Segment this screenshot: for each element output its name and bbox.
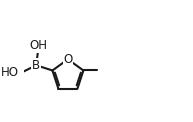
Text: B: B — [32, 59, 40, 72]
Text: OH: OH — [29, 40, 47, 52]
Text: O: O — [63, 53, 73, 66]
Text: HO: HO — [1, 66, 19, 79]
